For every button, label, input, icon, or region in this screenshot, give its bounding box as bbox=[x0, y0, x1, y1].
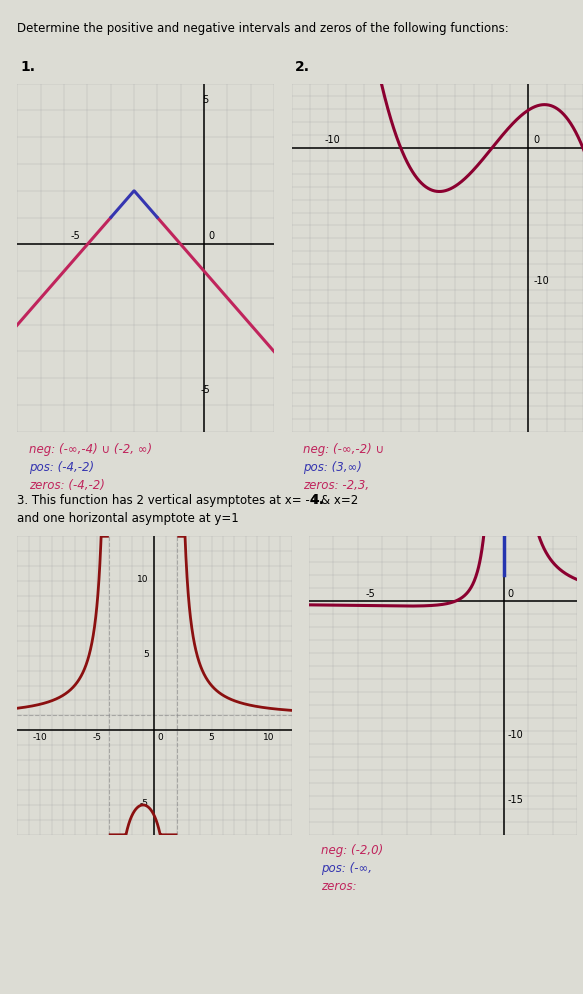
Text: 5: 5 bbox=[143, 649, 149, 658]
Text: 0: 0 bbox=[208, 231, 215, 241]
Text: 0: 0 bbox=[534, 134, 540, 144]
Text: -10: -10 bbox=[325, 134, 340, 144]
Text: -10: -10 bbox=[508, 730, 524, 740]
Text: 0: 0 bbox=[508, 588, 514, 598]
Text: -10: -10 bbox=[33, 733, 48, 742]
Text: and one horizontal asymptote at y=1: and one horizontal asymptote at y=1 bbox=[17, 512, 239, 525]
Text: pos: (-4,-2): pos: (-4,-2) bbox=[29, 460, 94, 473]
Text: 2.: 2. bbox=[294, 60, 310, 74]
Text: Determine the positive and negative intervals and zeros of the following functio: Determine the positive and negative inte… bbox=[17, 22, 509, 35]
Text: zeros:: zeros: bbox=[321, 879, 356, 892]
Text: 10: 10 bbox=[137, 575, 149, 583]
Text: -5: -5 bbox=[201, 385, 210, 395]
Text: -10: -10 bbox=[534, 276, 550, 286]
Text: 10: 10 bbox=[263, 733, 275, 742]
Text: -5: -5 bbox=[365, 588, 375, 598]
Text: 0: 0 bbox=[157, 733, 163, 742]
Text: -5: -5 bbox=[93, 733, 102, 742]
Text: neg: (-2,0): neg: (-2,0) bbox=[321, 843, 383, 856]
Text: neg: (-∞,-2) ∪: neg: (-∞,-2) ∪ bbox=[303, 442, 384, 455]
Text: 3. This function has 2 vertical asymptotes at x= -4 & x=2: 3. This function has 2 vertical asymptot… bbox=[17, 494, 359, 507]
Text: -5: -5 bbox=[140, 798, 149, 807]
Text: 1.: 1. bbox=[20, 60, 35, 74]
Text: pos: (-∞,: pos: (-∞, bbox=[321, 861, 371, 874]
Text: pos: (3,∞): pos: (3,∞) bbox=[303, 460, 362, 473]
Text: zeros: -2,3,: zeros: -2,3, bbox=[303, 478, 369, 491]
Text: -15: -15 bbox=[508, 794, 524, 804]
Text: 4.: 4. bbox=[309, 493, 324, 507]
Text: 5: 5 bbox=[202, 95, 208, 105]
Text: 5: 5 bbox=[209, 733, 215, 742]
Text: -5: -5 bbox=[71, 231, 80, 241]
Text: neg: (-∞,-4) ∪ (-2, ∞): neg: (-∞,-4) ∪ (-2, ∞) bbox=[29, 442, 152, 455]
Text: zeros: (-4,-2): zeros: (-4,-2) bbox=[29, 478, 105, 491]
